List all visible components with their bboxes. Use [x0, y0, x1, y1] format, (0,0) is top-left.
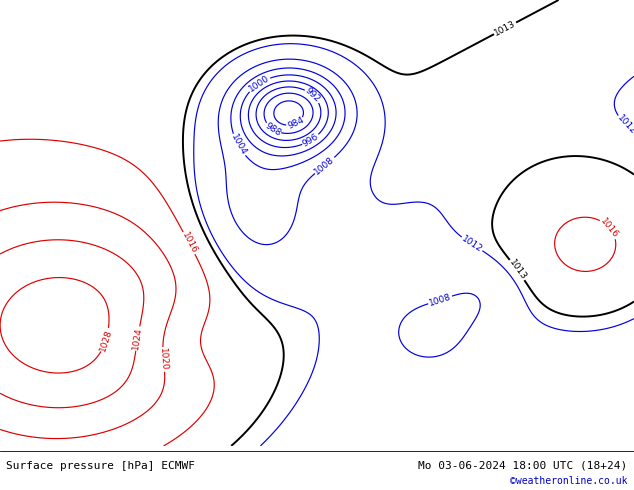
Text: 1020: 1020: [158, 348, 169, 371]
Text: 1024: 1024: [131, 326, 144, 350]
Text: 1004: 1004: [229, 133, 248, 157]
Text: 1028: 1028: [98, 328, 113, 352]
Text: 1012: 1012: [460, 234, 484, 254]
Text: Surface pressure [hPa] ECMWF: Surface pressure [hPa] ECMWF: [6, 461, 195, 471]
Text: 992: 992: [304, 86, 322, 104]
Text: 1016: 1016: [180, 231, 198, 255]
Text: 996: 996: [301, 132, 320, 148]
Text: 1016: 1016: [598, 217, 621, 240]
Text: 1012: 1012: [615, 114, 634, 137]
Text: 988: 988: [264, 121, 283, 138]
Text: Mo 03-06-2024 18:00 UTC (18+24): Mo 03-06-2024 18:00 UTC (18+24): [418, 461, 628, 471]
Text: 1013: 1013: [507, 258, 527, 282]
Text: 1000: 1000: [247, 74, 271, 94]
Text: 984: 984: [286, 116, 305, 131]
Text: ©weatheronline.co.uk: ©weatheronline.co.uk: [510, 476, 628, 487]
Text: 1013: 1013: [493, 19, 517, 38]
Text: 1008: 1008: [313, 155, 337, 176]
Text: 1008: 1008: [428, 292, 453, 308]
